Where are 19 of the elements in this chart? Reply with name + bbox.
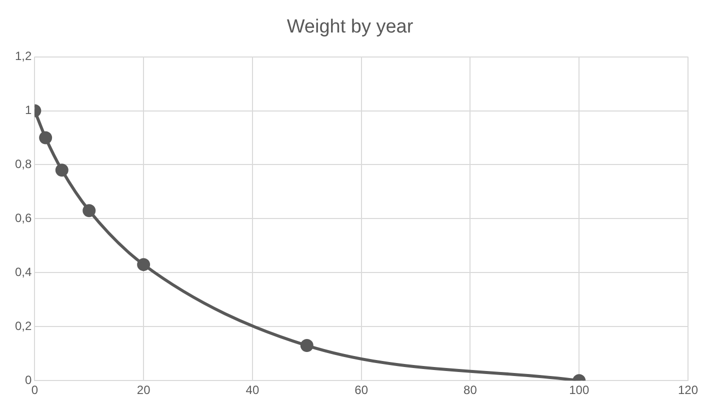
x-tick-label: 120 — [678, 383, 698, 398]
y-tick-label: 0,4 — [14, 264, 32, 279]
point — [39, 131, 52, 144]
y-tick-label: 1 — [24, 103, 32, 118]
x-tick-label: 40 — [246, 383, 260, 398]
x-tick-label: 20 — [136, 383, 151, 398]
y-tick-label: 0 — [24, 372, 32, 387]
x-tick-label: 60 — [354, 383, 368, 398]
y-tick-label: 1,2 — [14, 49, 32, 64]
chart-title: Weight by year — [286, 16, 414, 38]
point — [137, 258, 150, 272]
point — [300, 339, 314, 352]
y-tick-label: 0,8 — [14, 157, 32, 172]
point — [55, 164, 68, 177]
point — [82, 204, 96, 218]
x-tick-label: 80 — [464, 383, 478, 398]
x-tick-label: 100 — [569, 383, 590, 398]
y-tick-label: 0,2 — [14, 318, 32, 333]
y-tick-label: 0,6 — [14, 211, 32, 226]
